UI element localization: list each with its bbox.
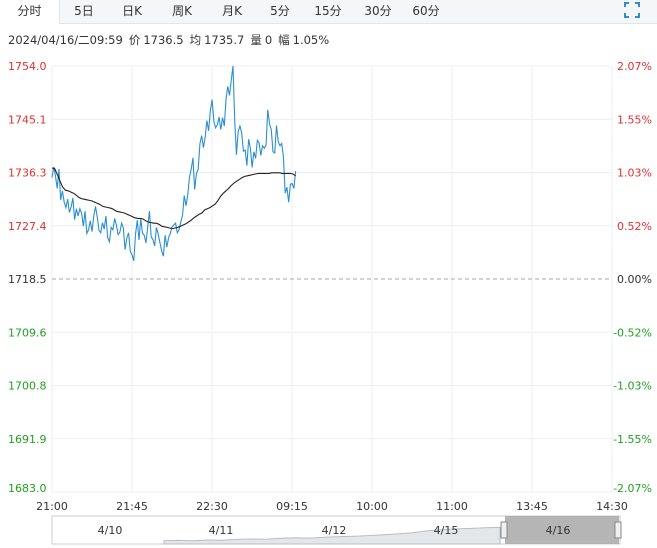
y-left-tick-label: 1691.9 [8, 433, 47, 446]
tab-monthly-k[interactable]: 月K [222, 4, 242, 18]
average-line [51, 167, 296, 230]
y-right-tick-label: -1.03% [613, 380, 652, 393]
navigator-date-label: 4/15 [434, 524, 459, 537]
volume-value: 0 [264, 33, 273, 47]
x-tick-label: 11:00 [436, 500, 468, 513]
y-right-tick-label: 1.55% [617, 113, 652, 126]
navigator-date-label: 4/11 [209, 524, 234, 537]
y-right-tick-label: 0.52% [617, 220, 652, 233]
change-label: 幅 [278, 33, 290, 47]
navigator-date-label: 4/16 [546, 524, 571, 537]
y-right-tick-label: 0.00% [617, 273, 652, 286]
tab-intraday[interactable]: 分时 [0, 0, 60, 24]
avg-label: 均 [189, 33, 202, 47]
x-tick-label: 13:45 [516, 500, 548, 513]
navigator-overview [163, 526, 501, 545]
x-tick-label: 22:30 [196, 500, 228, 513]
navigator-selected-window[interactable] [505, 516, 619, 544]
period-tab-bar: 分时 5日 日K 周K 月K 5分 15分 30分 60分 [0, 0, 657, 24]
y-left-tick-label: 1736.3 [8, 167, 47, 180]
tab-5min[interactable]: 5分 [270, 4, 290, 18]
volume-label: 量 [250, 33, 262, 47]
y-left-tick-label: 1727.4 [8, 220, 47, 233]
price-line [51, 65, 297, 262]
change-value: 1.05% [292, 33, 330, 47]
tab-weekly-k[interactable]: 周K [172, 4, 192, 18]
tab-daily-k[interactable]: 日K [122, 4, 142, 18]
x-tick-label: 21:00 [36, 500, 68, 513]
tab-30min[interactable]: 30分 [364, 4, 392, 18]
y-left-tick-label: 1718.5 [8, 273, 47, 286]
price-label: 价 [128, 33, 141, 47]
y-left-tick-label: 1700.8 [8, 380, 47, 393]
y-right-tick-label: 1.03% [617, 167, 652, 180]
y-right-tick-label: -0.52% [613, 326, 652, 339]
y-right-tick-label: -1.55% [613, 433, 652, 446]
y-left-tick-label: 1754.0 [8, 60, 47, 73]
navigator-date-label: 4/10 [98, 524, 123, 537]
tab-5day[interactable]: 5日 [74, 4, 94, 18]
y-right-tick-label: 2.07% [617, 60, 652, 73]
y-left-tick-label: 1683.0 [8, 482, 47, 495]
tab-15min[interactable]: 15分 [314, 4, 342, 18]
y-right-tick-label: -2.07% [613, 482, 652, 495]
avg-value: 1735.7 [204, 33, 245, 47]
x-tick-label: 21:45 [116, 500, 148, 513]
x-tick-label: 09:15 [276, 500, 308, 513]
x-tick-label: 10:00 [356, 500, 388, 513]
price-value: 1736.5 [143, 33, 184, 47]
quote-info-line: 2024/04/16/二09:59 价 1736.5 均 1735.7 量 0 幅 1.05% [8, 32, 335, 48]
navigator-right-handle[interactable] [614, 521, 622, 539]
y-left-tick-label: 1745.1 [8, 113, 47, 126]
quote-datetime: 2024/04/16/二09:59 [8, 33, 123, 47]
tab-60min[interactable]: 60分 [412, 4, 440, 18]
intraday-chart[interactable]: 21:00 21:45 22:30 09:15 10:00 11:00 13:45 14:30… [0, 52, 657, 548]
navigator-left-handle[interactable] [500, 521, 508, 539]
x-tick-label: 14:30 [596, 500, 628, 513]
fullscreen-icon[interactable] [623, 1, 641, 19]
navigator-date-label: 4/12 [322, 524, 347, 537]
y-left-tick-label: 1709.6 [8, 326, 47, 339]
